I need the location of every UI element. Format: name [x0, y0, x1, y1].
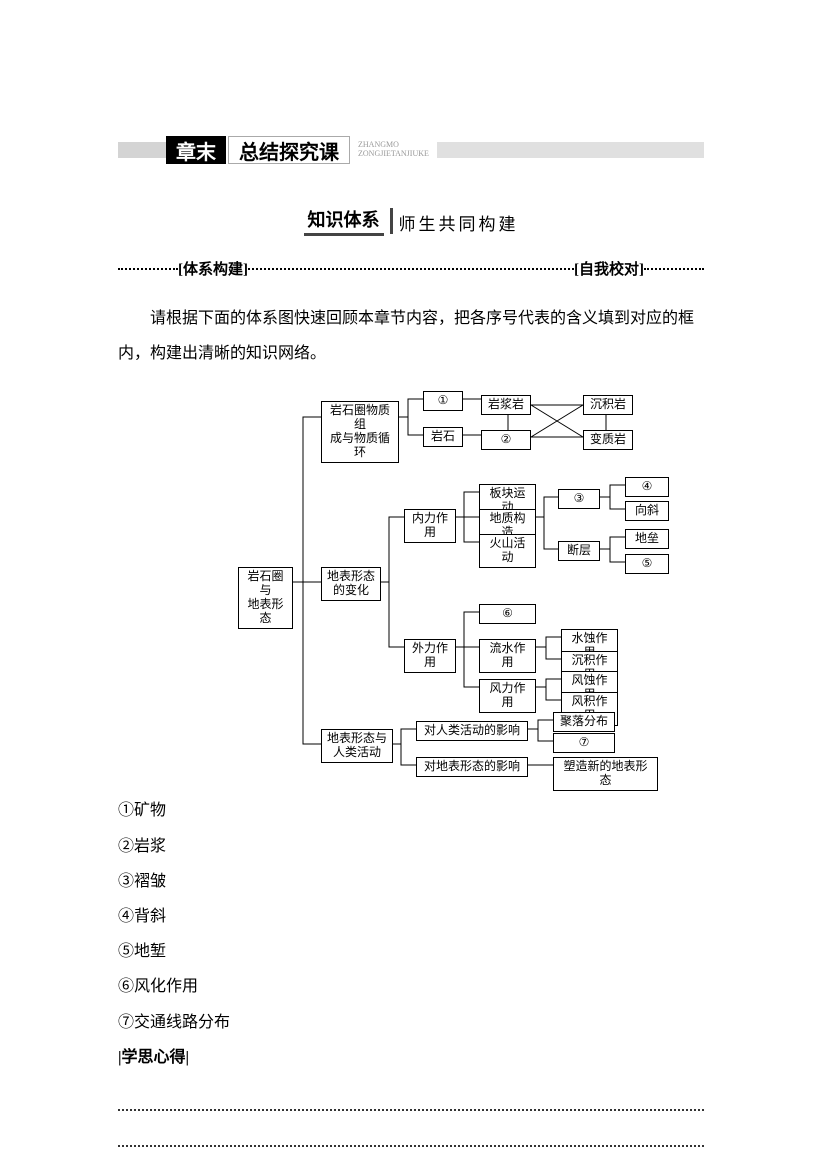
answer-list: ①矿物 ②岩浆 ③褶皱 ④背斜 ⑤地堑 ⑥风化作用 ⑦交通线路分布 |学思心得| [118, 793, 704, 1075]
node-icr3: 地垒 [625, 529, 669, 549]
node-sec1-r3: ② [481, 430, 531, 450]
ans-2: ②岩浆 [118, 829, 704, 864]
node-ic1: ③ [558, 489, 600, 509]
bracket-row: [体系构建] [自我校对] [118, 258, 704, 279]
node-b2: 对地表形态的影响 [416, 757, 528, 777]
node-c3: 塑造新的地表形态 [553, 757, 658, 791]
section-title-left: 知识体系 [304, 206, 384, 236]
node-sec1: 岩石圈物质组成与物质循环 [321, 401, 399, 462]
node-inner: 内力作用 [404, 509, 456, 543]
node-icr4: ⑤ [625, 554, 669, 574]
node-sec1-r1: 岩浆岩 [481, 395, 531, 415]
node-c1: 聚落分布 [553, 712, 615, 732]
node-i3: 火山活动 [479, 534, 536, 568]
node-sec3: 地表形态与人类活动 [321, 729, 393, 763]
node-b1: 对人类活动的影响 [416, 721, 528, 741]
pinyin-2: ZONGJIETANJIUKE [358, 150, 429, 159]
node-o2: 流水作用 [479, 639, 536, 673]
ans-7: ⑦交通线路分布 [118, 1005, 704, 1040]
chapter-badge: 章末 [166, 136, 226, 164]
bracket-right: [自我校对] [574, 258, 644, 279]
node-sec1-r2: 沉积岩 [583, 395, 633, 415]
ans-1: ①矿物 [118, 793, 704, 828]
node-o3: 风力作用 [479, 679, 536, 713]
chapter-header: 章末 总结探究课 ZHANGMO ZONGJIETANJIUKE [118, 132, 704, 168]
header-bar-right [437, 142, 704, 158]
section-title-divider [390, 208, 393, 234]
node-outer: 外力作用 [404, 639, 456, 673]
chapter-subtitle: ZHANGMO ZONGJIETANJIUKE [358, 141, 429, 159]
header-bar-left [118, 142, 166, 158]
node-sec1-r4: 变质岩 [583, 430, 633, 450]
intro-text: 请根据下面的体系图快速回顾本章节内容，把各序号代表的含义填到对应的框内，构建出清… [118, 301, 704, 371]
ans-6: ⑥风化作用 [118, 969, 704, 1004]
node-sec1-c1: ① [423, 391, 463, 411]
chapter-title: 总结探究课 [228, 136, 350, 164]
ans-4: ④背斜 [118, 899, 704, 934]
node-icr2: 向斜 [625, 501, 669, 521]
section-title-right: 师生共同构建 [399, 207, 519, 235]
node-ic2: 断层 [558, 541, 600, 561]
ans-3: ③褶皱 [118, 864, 704, 899]
bracket-left: [体系构建] [178, 258, 248, 279]
knowledge-diagram: 岩石圈与地表形态 岩石圈物质组成与物质循环 ① 岩石 岩浆岩 沉积岩 ② 变质岩… [238, 387, 698, 777]
ans-5: ⑤地堑 [118, 934, 704, 969]
node-sec1-c2: 岩石 [423, 427, 463, 447]
node-c2: ⑦ [553, 733, 615, 753]
node-icr1: ④ [625, 477, 669, 497]
writing-line-2 [118, 1145, 704, 1147]
reflection-heading: |学思心得| [118, 1040, 704, 1075]
node-root: 岩石圈与地表形态 [238, 567, 293, 628]
section-title: 知识体系 师生共同构建 [118, 206, 704, 236]
writing-line-1 [118, 1109, 704, 1111]
node-sec2: 地表形态的变化 [321, 567, 381, 601]
node-o1: ⑥ [479, 604, 536, 624]
